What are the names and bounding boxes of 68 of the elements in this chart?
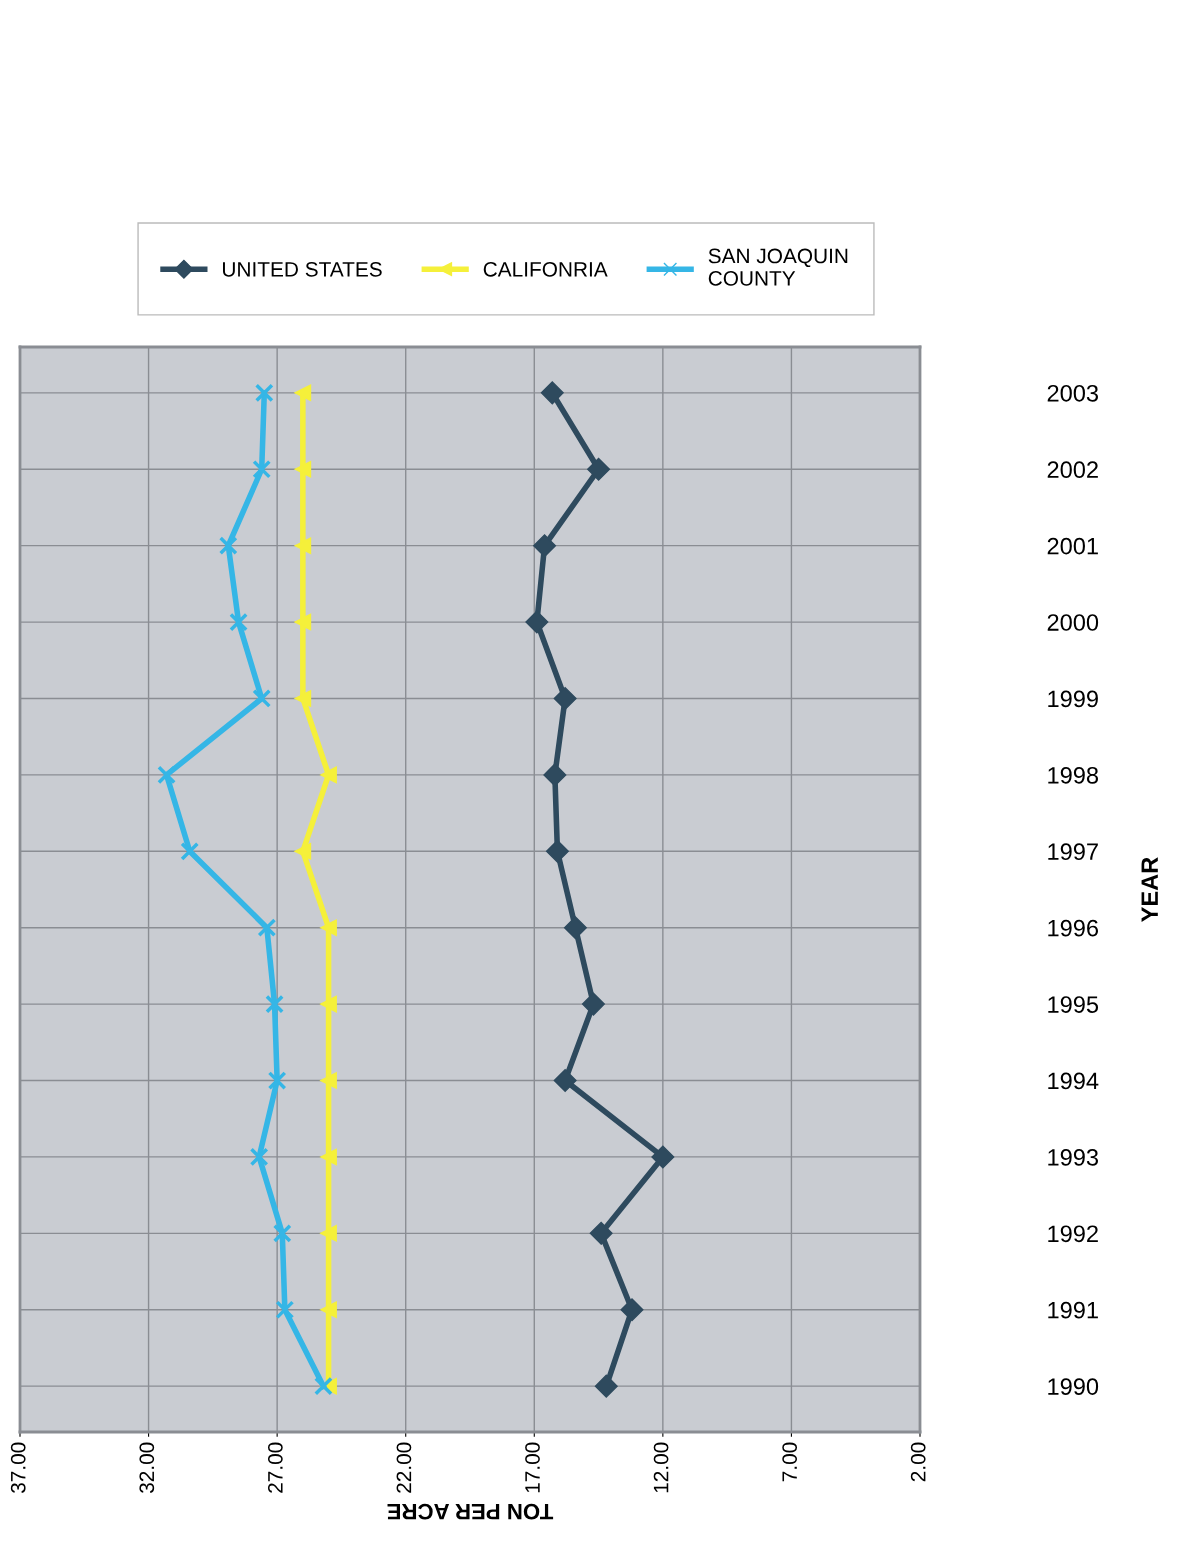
x-tick-label: 2.00 [910, 1442, 926, 1482]
y-tick-label: 1998 [1048, 766, 1099, 784]
point [157, 765, 176, 785]
point [533, 534, 557, 558]
point [294, 613, 312, 631]
point [252, 459, 272, 479]
point [249, 1147, 269, 1167]
point [320, 995, 337, 1013]
y-tick-label: 1999 [1048, 690, 1098, 708]
x-tick-label: 22.00 [396, 1442, 412, 1493]
y-tick-label: 1995 [1048, 996, 1099, 1013]
y-tick-label: 2000 [1047, 614, 1099, 631]
point [272, 1223, 292, 1243]
y-axis-title: YEAR [1141, 857, 1158, 922]
y-tick-label: 2003 [1047, 384, 1099, 402]
point [265, 994, 284, 1014]
point [252, 689, 272, 708]
y-tick-label: 1990 [1048, 1378, 1099, 1395]
point [320, 1072, 337, 1089]
point [229, 612, 248, 632]
point [275, 1300, 295, 1320]
point [563, 916, 587, 940]
point [320, 766, 337, 784]
x-tick-label: 17.00 [525, 1442, 540, 1493]
y-tick-label: 2001 [1047, 537, 1098, 555]
point [320, 919, 337, 937]
y-tick-label: 1991 [1048, 1301, 1098, 1319]
y-tick-label: 2002 [1047, 461, 1098, 479]
point [294, 537, 312, 554]
legend-label: SAN JOAQUIN COUNTY [708, 248, 848, 286]
point [294, 842, 312, 860]
point [581, 992, 605, 1016]
legend-label: UNITED STATES [223, 261, 382, 277]
point [254, 383, 274, 403]
legend-label: CALIFONRIA [483, 261, 608, 277]
y-tick-label: 1996 [1048, 919, 1099, 937]
point [218, 536, 238, 556]
y-tick-label: 1997 [1048, 843, 1098, 861]
point [294, 460, 312, 478]
point [294, 690, 312, 707]
point [587, 457, 611, 481]
y-tick-label: 1993 [1048, 1149, 1099, 1166]
point [553, 1069, 577, 1093]
point [294, 384, 312, 402]
y-tick-label: 1994 [1048, 1072, 1099, 1090]
x-tick-label: 12.00 [653, 1442, 669, 1493]
point [545, 839, 569, 863]
point [525, 610, 549, 634]
x-tick-label: 32.00 [139, 1442, 155, 1494]
x-tick-label: 27.00 [267, 1442, 283, 1493]
x-axis-title: TON PER ACRE [387, 1503, 554, 1520]
point [594, 1374, 618, 1398]
point [320, 1148, 337, 1166]
point [553, 686, 577, 710]
point [589, 1221, 613, 1245]
point [314, 1376, 333, 1396]
x-tick-label: 37.00 [10, 1442, 26, 1494]
point [540, 381, 564, 405]
point [257, 918, 277, 938]
point [620, 1298, 644, 1322]
x-tick-label: 7.00 [782, 1442, 798, 1482]
point [543, 763, 567, 787]
point [320, 1301, 337, 1319]
y-tick-label: 1992 [1048, 1225, 1098, 1243]
point [180, 841, 200, 861]
point [267, 1071, 287, 1090]
point [651, 1145, 675, 1169]
point [320, 1225, 337, 1242]
